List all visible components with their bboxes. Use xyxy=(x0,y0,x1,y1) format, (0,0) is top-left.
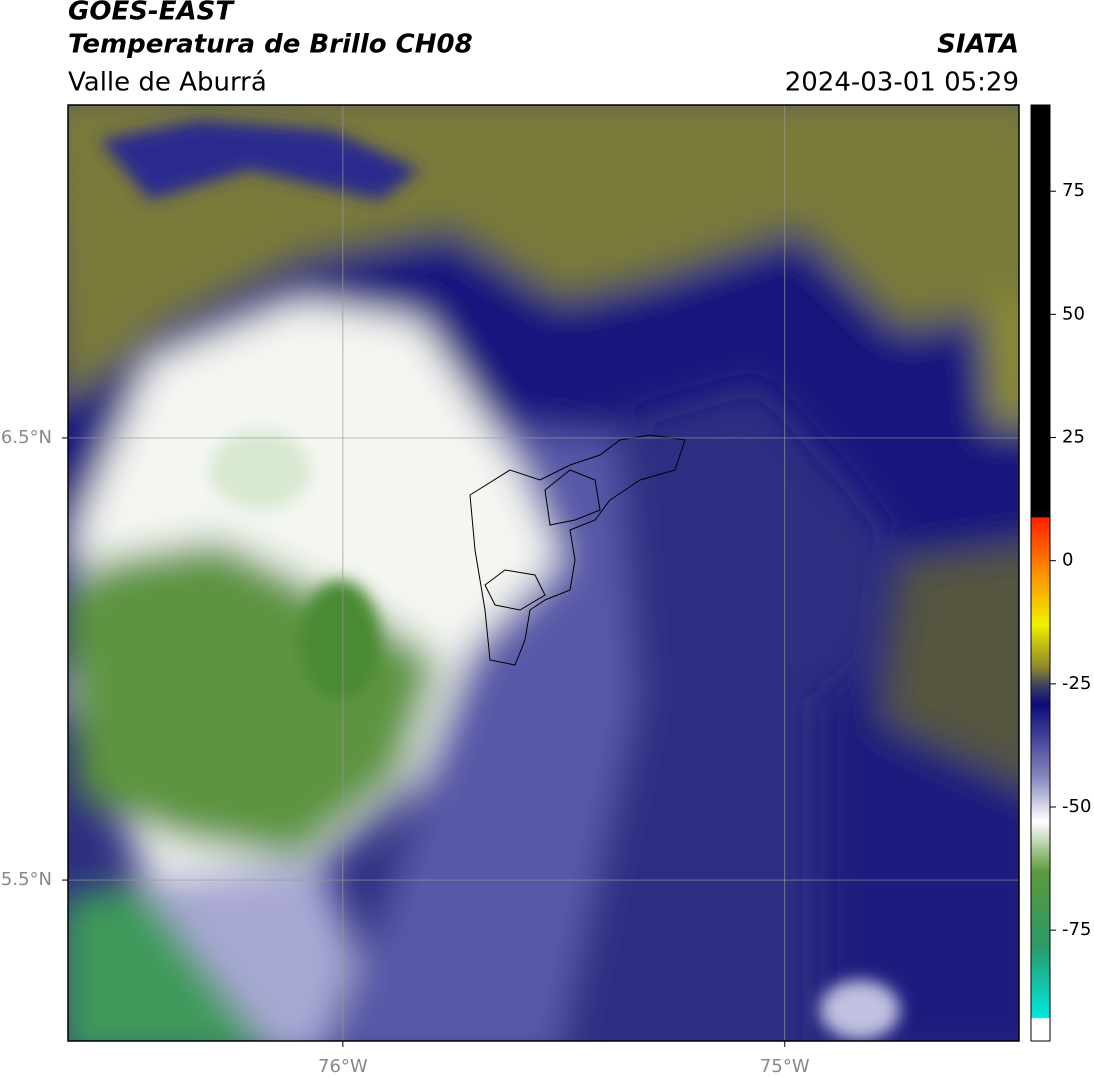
y-tick-label: 6.5°N xyxy=(1,427,52,448)
colorbar-label: 25 xyxy=(1062,427,1085,448)
subtitle: Temperatura de Brillo CH08 xyxy=(68,30,473,60)
x-tick-label: 75°W xyxy=(760,1056,810,1077)
colorbar-label: -75 xyxy=(1062,919,1091,940)
y-tick-label: 5.5°N xyxy=(1,869,52,890)
colorbar-label: 75 xyxy=(1062,180,1085,201)
colorbar-label: -25 xyxy=(1062,673,1091,694)
title: GOES-EAST xyxy=(68,0,235,27)
region: Valle de Aburrá xyxy=(68,68,267,98)
colorbar-label: -50 xyxy=(1062,796,1091,817)
satellite-image xyxy=(68,105,1019,1041)
source: SIATA xyxy=(937,30,1019,60)
x-tick-label: 76°W xyxy=(318,1056,368,1077)
graticule xyxy=(68,105,1019,1041)
colorbar-label: 0 xyxy=(1062,550,1073,571)
colorbar-label: 50 xyxy=(1062,303,1085,324)
colorbar xyxy=(1030,104,1051,1042)
datetime: 2024-03-01 05:29 xyxy=(785,68,1019,98)
map-frame xyxy=(67,104,1020,1042)
